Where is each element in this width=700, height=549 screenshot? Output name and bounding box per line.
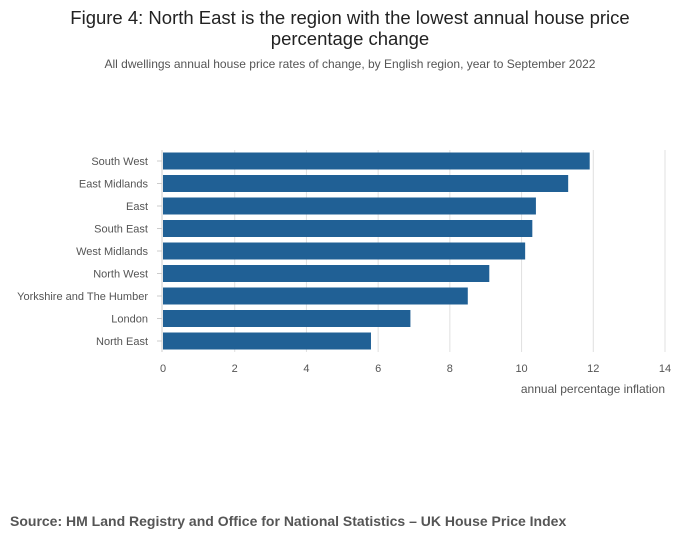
category-label: South East (94, 224, 148, 236)
category-label: East (126, 201, 148, 213)
x-tick-label: 10 (515, 363, 527, 375)
x-tick-label: 6 (375, 363, 381, 375)
x-tick-label: 12 (587, 363, 599, 375)
category-label: North East (96, 336, 148, 348)
x-axis-title: annual percentage inflation (521, 382, 665, 396)
category-label: West Midlands (76, 246, 148, 258)
bar (163, 220, 533, 237)
category-label: South West (91, 156, 148, 168)
bar (163, 287, 468, 305)
x-tick-label: 4 (303, 363, 309, 375)
chart-subtitle: All dwellings annual house price rates o… (104, 57, 596, 71)
bar (163, 197, 536, 215)
bar-chart: 0 2 4 6 8 10 12 14 South West East Midlands East So… (17, 150, 671, 396)
bar (163, 332, 371, 350)
bar (163, 152, 590, 170)
x-tick-label: 2 (232, 363, 238, 375)
chart-title: Figure 4: North East is the region with … (0, 7, 700, 49)
source-note: Source: HM Land Registry and Office for … (10, 513, 567, 529)
category-label: East Midlands (79, 179, 149, 191)
chart-title-line-1: Figure 4: North East is the region with … (70, 7, 630, 28)
x-tick-label: 0 (160, 363, 166, 375)
category-label: London (111, 314, 148, 326)
category-label: Yorkshire and The Humber (17, 291, 148, 303)
bar (163, 242, 526, 260)
x-tick-label: 14 (659, 363, 671, 375)
bar (163, 310, 411, 327)
chart-title-line-2: percentage change (270, 28, 430, 49)
bar (163, 175, 569, 192)
bar (163, 265, 490, 282)
x-tick-label: 8 (447, 363, 453, 375)
category-label: North West (93, 269, 148, 281)
